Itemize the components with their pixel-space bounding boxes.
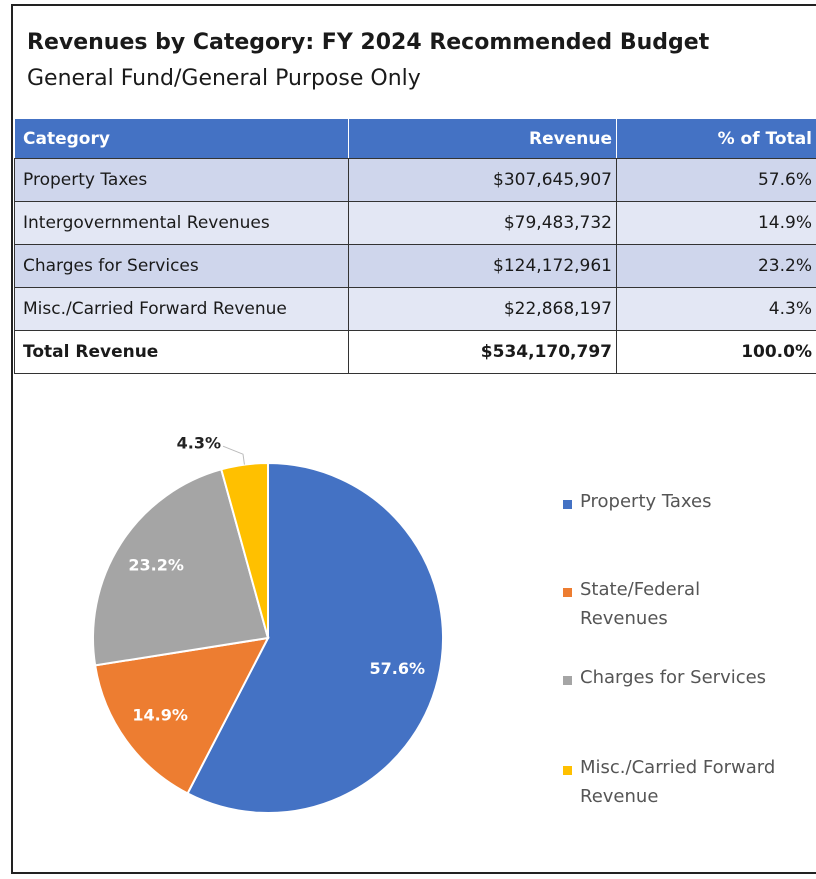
pie-slice	[220, 461, 269, 639]
legend-swatch	[563, 588, 572, 597]
pie-slice	[94, 636, 270, 795]
total-row: Total Revenue $534,170,797 100.0%	[14, 330, 816, 374]
legend-item: Misc./Carried Forward Revenue	[563, 757, 805, 811]
total-cell: $534,170,797	[348, 330, 617, 374]
pie-slice	[92, 468, 270, 667]
legend-swatch	[563, 500, 572, 509]
table-row: Misc./Carried Forward Revenue $22,868,197…	[14, 287, 816, 331]
slice-label: 14.9%	[132, 705, 188, 724]
pie-slice	[186, 461, 444, 814]
legend-swatch	[563, 766, 572, 775]
legend-label: Misc./Carried Forward Revenue	[580, 757, 776, 807]
table-cell: 4.3%	[616, 287, 816, 331]
legend-item: Charges for Services	[563, 667, 805, 692]
table-cell: Misc./Carried Forward Revenue	[14, 287, 349, 331]
legend-label: State/Federal Revenues	[580, 579, 701, 629]
table-row: Charges for Services $124,172,961 23.2%	[14, 244, 816, 288]
revenue-table: Category Revenue% of Total Property Taxes…	[14, 118, 816, 374]
frame	[11, 4, 816, 874]
table-cell: 23.2%	[616, 244, 816, 288]
leader-line	[222, 445, 245, 465]
table-cell: 57.6%	[616, 158, 816, 202]
legend-label: Charges for Services	[580, 667, 767, 688]
legend-label: Property Taxes	[580, 491, 712, 512]
header-row: Category Revenue% of Total	[14, 118, 816, 159]
total-cell: Total Revenue	[14, 330, 349, 374]
slice-label: 23.2%	[128, 556, 184, 575]
total-cell: 100.0%	[616, 330, 816, 374]
slice-label: 4.3%	[177, 434, 221, 453]
legend-item: Property Taxes	[563, 491, 805, 516]
table-cell: Charges for Services	[14, 244, 349, 288]
column-header: Category	[14, 118, 349, 159]
slice-label: 57.6%	[369, 659, 425, 678]
legend-item: State/Federal Revenues	[563, 579, 740, 633]
table-cell: $124,172,961	[348, 244, 617, 288]
column-header: Revenue	[348, 118, 617, 159]
title: Revenues by Category: FY 2024 Recommende…	[27, 30, 710, 55]
table-cell: Intergovernmental Revenues	[14, 201, 349, 245]
table-cell: $22,868,197	[348, 287, 617, 331]
table-cell: 14.9%	[616, 201, 816, 245]
table-cell: $79,483,732	[348, 201, 617, 245]
subtitle: General Fund/General Purpose Only	[27, 66, 421, 91]
legend-swatch	[563, 676, 572, 685]
table-row: Intergovernmental Revenues $79,483,732 14.…	[14, 201, 816, 245]
